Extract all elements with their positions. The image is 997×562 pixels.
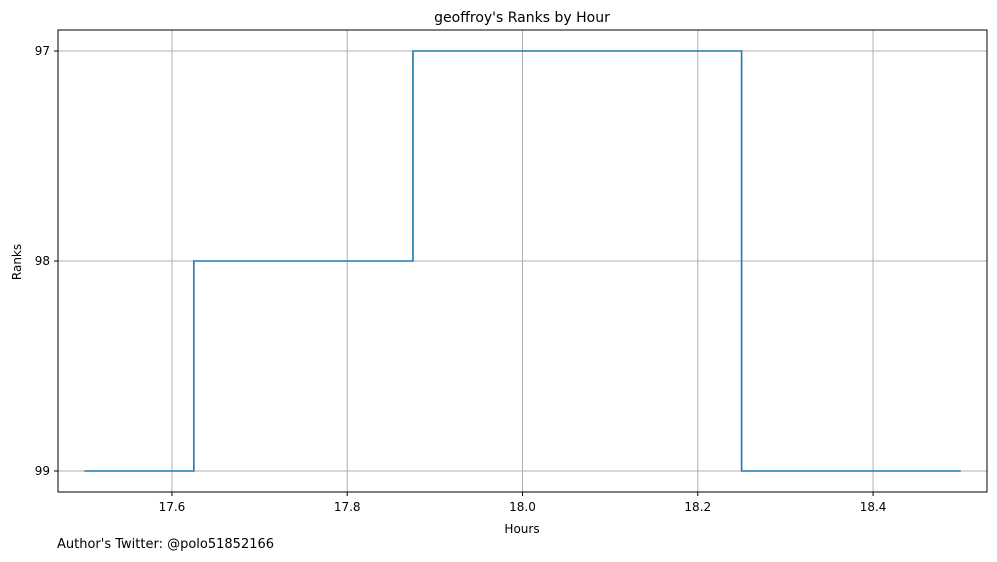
x-tick-label: 18.2 bbox=[684, 500, 711, 514]
x-axis-ticks: 17.6 17.8 18.0 18.2 18.4 bbox=[159, 492, 887, 514]
rank-step-line bbox=[84, 50, 961, 472]
chart-title: geoffroy's Ranks by Hour bbox=[434, 10, 610, 26]
y-tick-label: 97 bbox=[35, 44, 50, 58]
x-tick-label: 18.4 bbox=[860, 500, 887, 514]
series-layer bbox=[84, 50, 961, 472]
y-tick-label: 98 bbox=[35, 254, 50, 268]
x-tick-label: 17.6 bbox=[159, 500, 186, 514]
y-tick-label: 99 bbox=[35, 464, 50, 478]
y-axis-label: Ranks bbox=[10, 244, 24, 280]
author-footnote: Author's Twitter: @polo51852166 bbox=[57, 537, 275, 552]
x-tick-label: 17.8 bbox=[334, 500, 361, 514]
y-axis-ticks: 97 98 99 bbox=[35, 44, 58, 478]
x-axis-label: Hours bbox=[504, 522, 539, 536]
x-tick-label: 18.0 bbox=[509, 500, 536, 514]
